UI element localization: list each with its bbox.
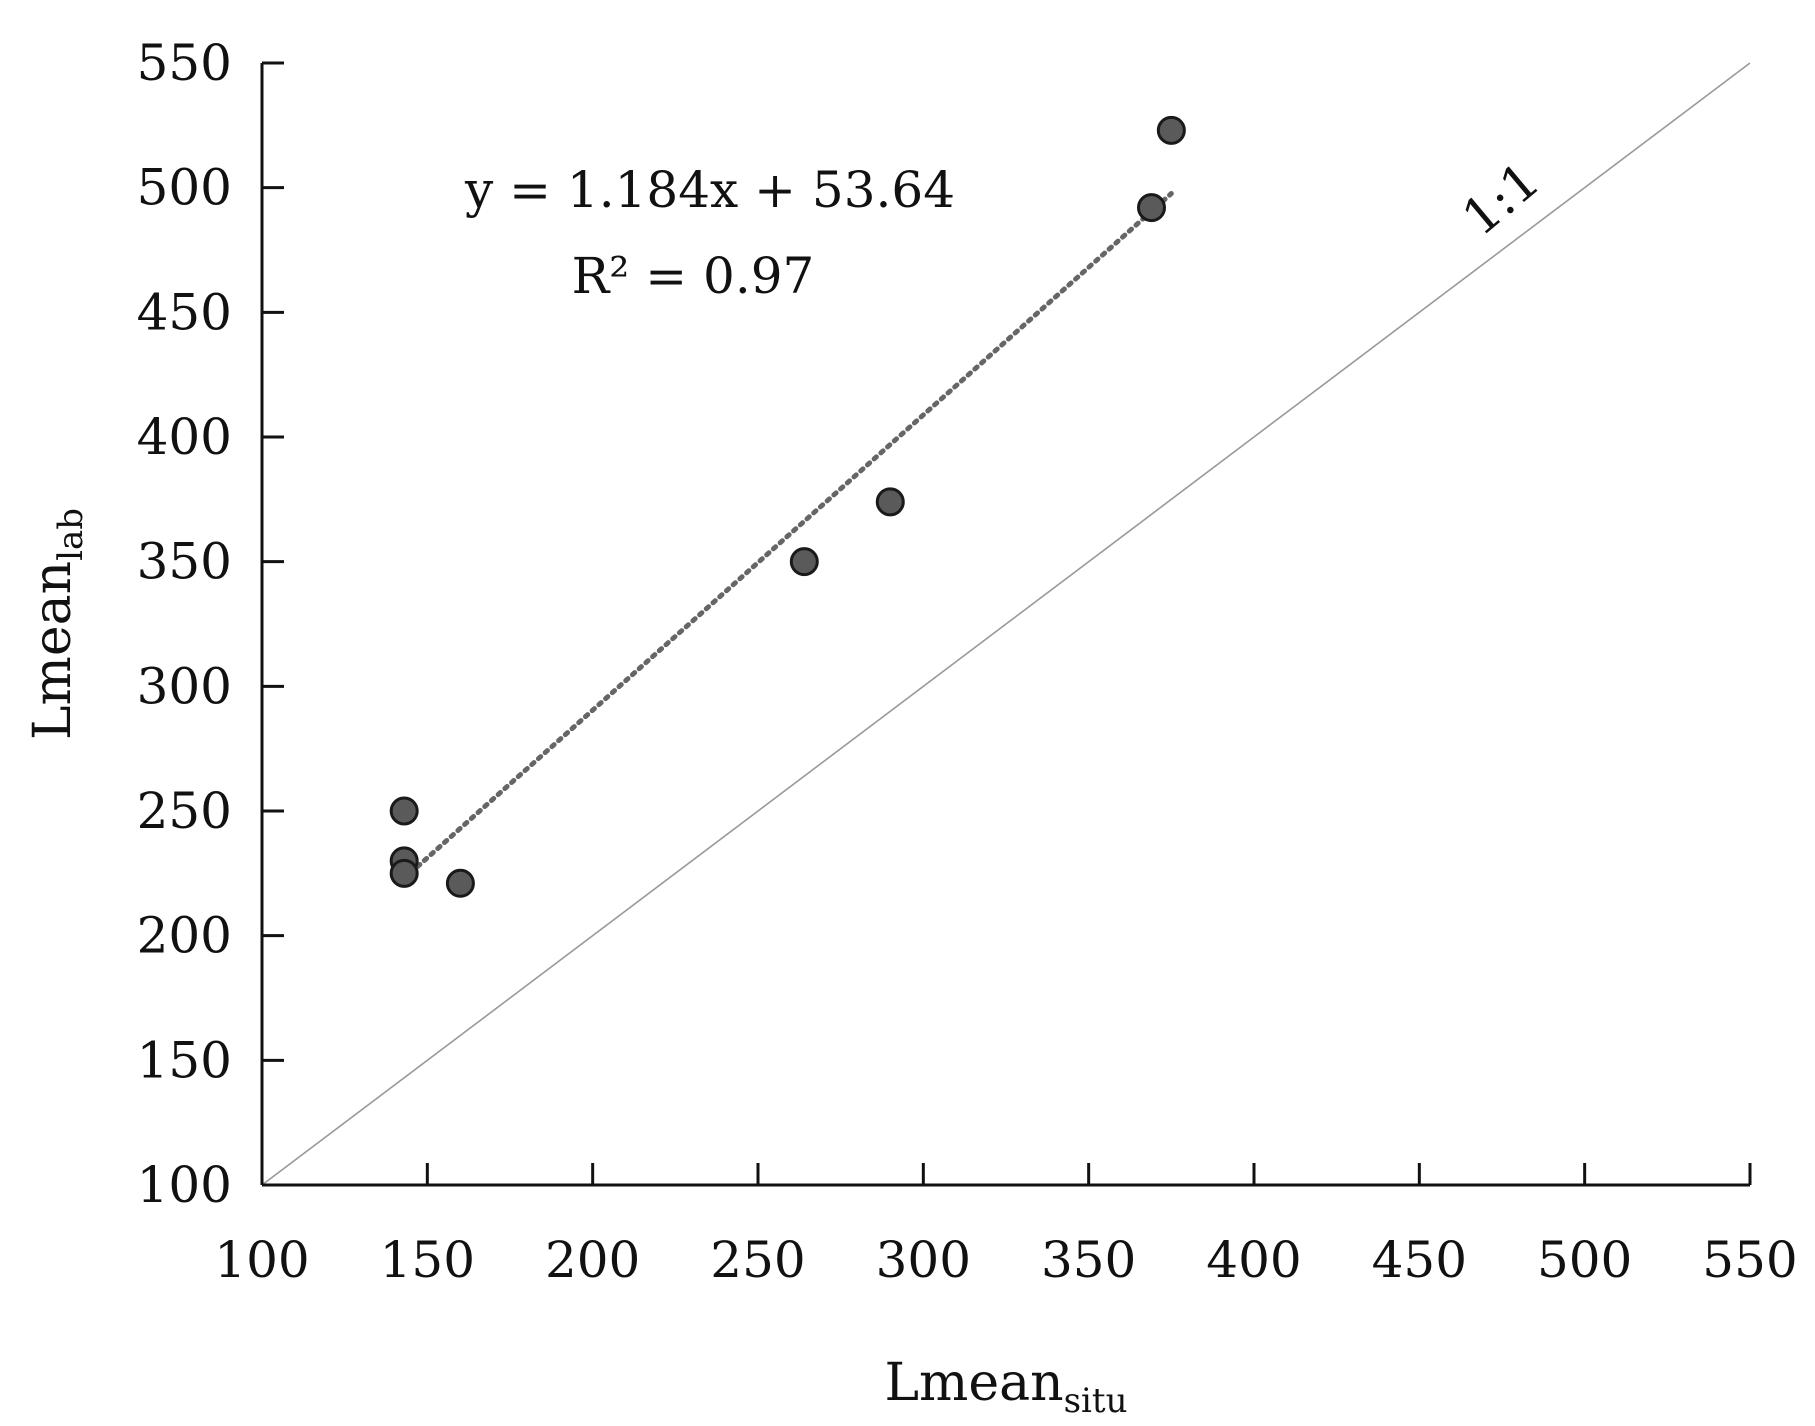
data-point-6 (875, 487, 905, 517)
x-axis-title: Lmeansitu (885, 1353, 1128, 1421)
y-tick-label: 400 (137, 408, 232, 466)
y-tick-label: 500 (137, 159, 232, 217)
x-tick-label: 100 (214, 1231, 309, 1289)
data-point-8 (1156, 115, 1186, 145)
one-to-one-line (261, 62, 1751, 1186)
x-axis-ticks: 100 150 200 250 300 350 400 450 500 550 (214, 1163, 1798, 1289)
data-point-3 (389, 858, 419, 888)
y-axis-title-main: Lmean (23, 561, 83, 740)
y-tick-label: 450 (137, 283, 232, 341)
trendline-r-squared: R² = 0.97 (572, 247, 815, 305)
x-axis-title-main: Lmean (885, 1353, 1064, 1413)
reference-line-layer: 1:1 (261, 62, 1751, 1186)
x-axis-title-subscript: situ (1064, 1381, 1128, 1421)
y-axis-title: Lmeanlab (23, 508, 91, 740)
y-axis-ticks: 100 150 200 250 300 350 400 450 500 550 (137, 34, 284, 1214)
x-tick-label: 150 (380, 1231, 475, 1289)
y-axis-title-subscript: lab (51, 508, 91, 561)
data-point-4 (445, 868, 475, 898)
x-tick-label: 400 (1206, 1231, 1301, 1289)
y-tick-label: 300 (137, 657, 232, 715)
x-tick-label: 450 (1372, 1231, 1467, 1289)
trendline-equation: y = 1.184x + 53.64 (464, 161, 955, 219)
y-tick-label: 100 (137, 1156, 232, 1214)
one-to-one-label: 1:1 (1452, 151, 1551, 247)
trendline (401, 191, 1174, 881)
x-tick-label: 500 (1537, 1231, 1632, 1289)
y-tick-label: 350 (137, 533, 232, 591)
data-point-7 (1136, 193, 1166, 223)
data-point-1 (389, 796, 419, 826)
x-tick-label: 300 (876, 1231, 971, 1289)
x-tick-label: 200 (545, 1231, 640, 1289)
axes (260, 63, 1750, 1187)
x-tick-label: 550 (1702, 1231, 1797, 1289)
data-point-5 (789, 547, 819, 577)
x-tick-label: 250 (710, 1231, 805, 1289)
x-tick-label: 350 (1041, 1231, 1136, 1289)
y-tick-label: 550 (137, 34, 232, 92)
data-points (389, 115, 1186, 898)
y-tick-label: 200 (137, 907, 232, 965)
y-tick-label: 150 (137, 1031, 232, 1089)
y-tick-label: 250 (137, 782, 232, 840)
